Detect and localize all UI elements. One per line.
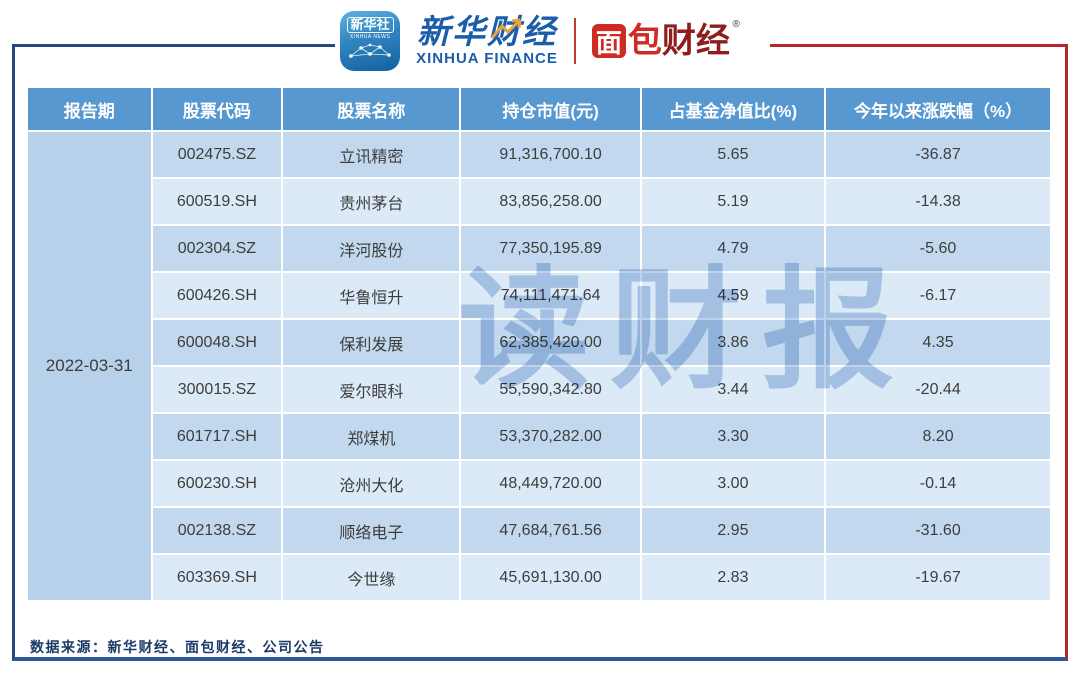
data-source-note: 数据来源：新华财经、面包财经、公司公告 [30, 641, 325, 656]
cell-market-value: 45,691,130.00 [461, 555, 640, 600]
holdings-table: 报告期 股票代码 股票名称 持仓市值(元) 占基金净值比(%) 今年以来涨跌幅（… [26, 86, 1052, 602]
cell-market-value: 62,385,420.00 [461, 320, 640, 365]
cell-stock-code: 600426.SH [152, 273, 282, 318]
cell-stock-name: 立讯精密 [283, 132, 460, 177]
table-body: 2022-03-31 002475.SZ 立讯精密 91,316,700.10 5.65… [28, 132, 1050, 600]
cell-stock-name: 华鲁恒升 [283, 273, 460, 318]
cell-stock-name: 爱尔眼科 [283, 367, 460, 412]
cell-ytd-change: -6.17 [826, 273, 1050, 318]
table-row: 002138.SZ 顺络电子 47,684,761.56 2.95 -31.60 [28, 508, 1050, 553]
table-row: 600426.SH 华鲁恒升 74,111,471.64 4.59 -6.17 [28, 273, 1050, 318]
table-row: 300015.SZ 爱尔眼科 55,590,342.80 3.44 -20.44 [28, 367, 1050, 412]
cell-nav-pct: 5.19 [641, 179, 825, 224]
cell-nav-pct: 2.83 [641, 555, 825, 600]
mianbao-dark-glyphs: 财经 [661, 22, 730, 60]
frame-top-border-left [12, 44, 335, 47]
cell-stock-code: 600230.SH [152, 461, 282, 506]
registered-trademark-icon: ® [732, 19, 740, 30]
cell-ytd-change: -31.60 [826, 508, 1050, 553]
logo-divider [573, 18, 576, 64]
cell-nav-pct: 5.65 [641, 132, 825, 177]
cell-stock-code: 600519.SH [152, 179, 282, 224]
cell-market-value: 55,590,342.80 [461, 367, 640, 412]
column-header-stock-name: 股票名称 [283, 88, 460, 130]
cell-market-value: 74,111,471.64 [461, 273, 640, 318]
column-header-stock-code: 股票代码 [152, 88, 282, 130]
cell-nav-pct: 4.79 [641, 226, 825, 271]
cell-stock-name: 沧州大化 [283, 461, 460, 506]
xinhua-news-app-icon: 新华社 XINHUA NEWS [340, 11, 401, 71]
cell-ytd-change: -14.38 [826, 179, 1050, 224]
cell-ytd-change: -5.60 [826, 226, 1050, 271]
frame-top-border-right [770, 44, 1065, 47]
cell-ytd-change: -0.14 [826, 461, 1050, 506]
cell-stock-code: 600048.SH [152, 320, 282, 365]
cell-nav-pct: 4.59 [641, 273, 825, 318]
cell-market-value: 91,316,700.10 [461, 132, 640, 177]
mianbao-finance-logo: 面 包 财经 ® [591, 19, 740, 60]
cell-ytd-change: 8.20 [826, 414, 1050, 459]
column-header-ytd-change: 今年以来涨跌幅（%） [826, 88, 1050, 130]
xinhua-finance-logo: 新华财经 XINHUA FINANCE [416, 16, 558, 67]
table-row: 603369.SH 今世缘 45,691,130.00 2.83 -19.67 [28, 555, 1050, 600]
column-header-nav-pct: 占基金净值比(%) [641, 88, 825, 130]
xinhua-finance-cn-wordmark: 新华财经 [417, 14, 557, 51]
cell-stock-code: 002475.SZ [152, 132, 282, 177]
table-header-row: 报告期 股票代码 股票名称 持仓市值(元) 占基金净值比(%) 今年以来涨跌幅（… [28, 88, 1050, 130]
cell-nav-pct: 3.86 [641, 320, 825, 365]
column-header-market-value: 持仓市值(元) [461, 88, 640, 130]
report-period-cell: 2022-03-31 [28, 132, 151, 600]
table-row: 002304.SZ 洋河股份 77,350,195.89 4.79 -5.60 [28, 226, 1050, 271]
cell-stock-name: 洋河股份 [283, 226, 460, 271]
cell-stock-name: 今世缘 [283, 555, 460, 600]
cell-market-value: 47,684,761.56 [461, 508, 640, 553]
cell-stock-name: 保利发展 [283, 320, 460, 365]
cell-stock-code: 601717.SH [152, 414, 282, 459]
cell-stock-code: 603369.SH [152, 555, 282, 600]
cell-nav-pct: 3.44 [641, 367, 825, 412]
cell-stock-name: 郑煤机 [283, 414, 460, 459]
cell-market-value: 83,856,258.00 [461, 179, 640, 224]
cell-nav-pct: 2.95 [641, 508, 825, 553]
cell-stock-name: 顺络电子 [283, 508, 460, 553]
table-row: 600048.SH 保利发展 62,385,420.00 3.86 4.35 [28, 320, 1050, 365]
mianbao-block-glyph: 面 [591, 24, 626, 58]
column-header-report-period: 报告期 [28, 88, 151, 130]
cell-market-value: 77,350,195.89 [461, 226, 640, 271]
mianbao-red-glyph: 包 [627, 22, 662, 60]
brand-header: 新华社 XINHUA NEWS 新华财经 XINHUA FINANCE 面 包 … [0, 6, 1080, 76]
table-row: 600519.SH 贵州茅台 83,856,258.00 5.19 -14.38 [28, 179, 1050, 224]
constellation-icon [349, 43, 391, 58]
cell-market-value: 48,449,720.00 [461, 461, 640, 506]
cell-market-value: 53,370,282.00 [461, 414, 640, 459]
xinhua-finance-en-wordmark: XINHUA FINANCE [416, 49, 558, 67]
cell-stock-code: 002304.SZ [152, 226, 282, 271]
table-row: 600230.SH 沧州大化 48,449,720.00 3.00 -0.14 [28, 461, 1050, 506]
xinhua-news-icon-label: 新华社 [346, 17, 394, 33]
cell-ytd-change: -36.87 [826, 132, 1050, 177]
cell-nav-pct: 3.30 [641, 414, 825, 459]
cell-ytd-change: 4.35 [826, 320, 1050, 365]
cell-nav-pct: 3.00 [641, 461, 825, 506]
cell-stock-code: 002138.SZ [152, 508, 282, 553]
cell-stock-code: 300015.SZ [152, 367, 282, 412]
table-row: 601717.SH 郑煤机 53,370,282.00 3.30 8.20 [28, 414, 1050, 459]
cell-stock-name: 贵州茅台 [283, 179, 460, 224]
cell-ytd-change: -19.67 [826, 555, 1050, 600]
table-row: 2022-03-31 002475.SZ 立讯精密 91,316,700.10 5.65… [28, 132, 1050, 600]
xinhua-news-icon-sublabel: XINHUA NEWS [349, 34, 391, 40]
cell-ytd-change: -20.44 [826, 367, 1050, 412]
